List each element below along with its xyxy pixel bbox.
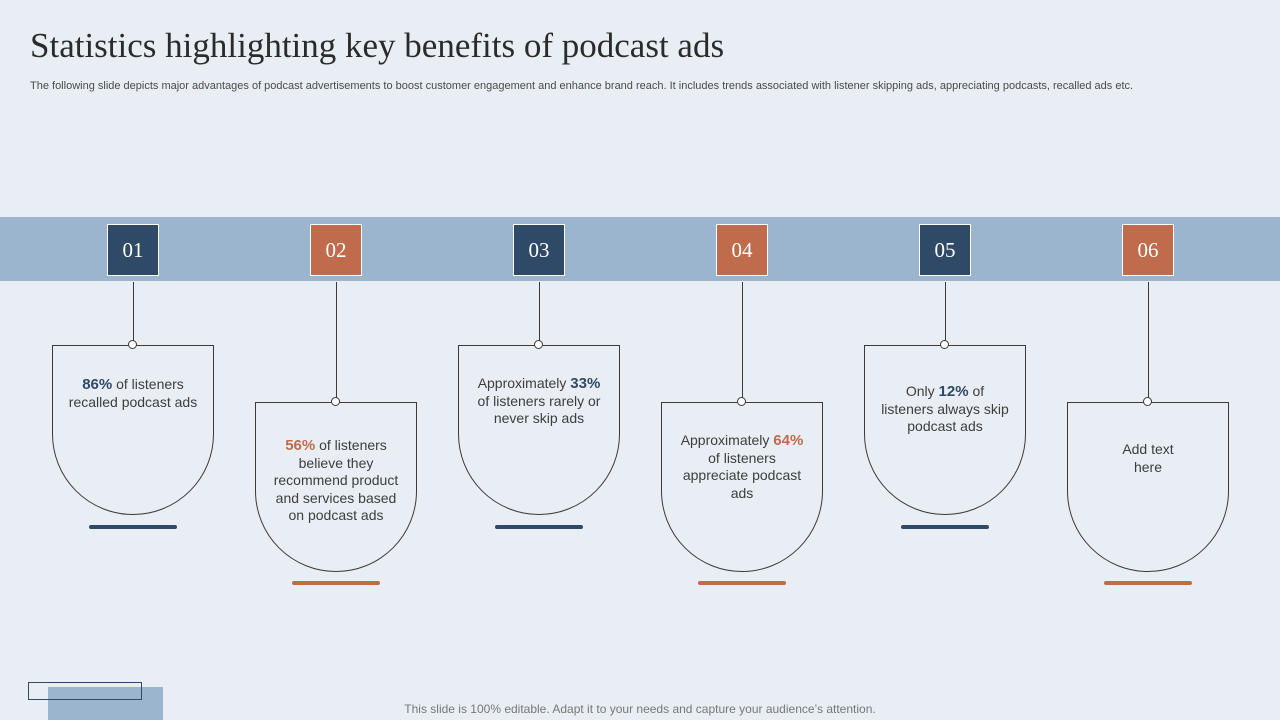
stat-highlight: 33% bbox=[570, 375, 601, 392]
connector-line bbox=[133, 282, 134, 345]
step-number-box: 04 bbox=[716, 224, 768, 276]
stat-text: 86% of listeners recalled podcast ads bbox=[67, 376, 199, 411]
step-number-box: 05 bbox=[919, 224, 971, 276]
card-underline bbox=[495, 525, 583, 529]
stat-text: Add text here bbox=[1112, 441, 1184, 476]
stat-suffix: of listeners appreciate podcast ads bbox=[682, 449, 802, 501]
connector-line bbox=[539, 282, 540, 345]
connector-line bbox=[336, 282, 337, 402]
footer-note: This slide is 100% editable. Adapt it to… bbox=[404, 702, 876, 716]
stat-suffix: of listeners always skip podcast ads bbox=[881, 383, 1009, 434]
stat-suffix: of listeners recalled podcast ads bbox=[68, 376, 198, 410]
stat-card: Approximately 33% of listeners rarely or… bbox=[458, 345, 620, 515]
card-underline bbox=[292, 581, 380, 585]
stat-card: Only 12% of listeners always skip podcas… bbox=[864, 345, 1026, 515]
connector-line bbox=[1148, 282, 1149, 402]
stat-highlight: 56% bbox=[285, 437, 316, 454]
stat-highlight: 86% bbox=[82, 376, 113, 393]
step-number-box: 02 bbox=[310, 224, 362, 276]
step-number-box: 06 bbox=[1122, 224, 1174, 276]
card-underline bbox=[89, 525, 177, 529]
stat-card: Approximately 64% of listeners appreciat… bbox=[661, 402, 823, 572]
card-underline bbox=[1104, 581, 1192, 585]
connector-line bbox=[742, 282, 743, 402]
connector-dot bbox=[737, 397, 746, 406]
stat-suffix: of listeners rarely or never skip ads bbox=[477, 392, 601, 427]
step-band bbox=[0, 217, 1280, 281]
page-subtitle: The following slide depicts major advant… bbox=[30, 80, 1134, 92]
connector-dot bbox=[128, 340, 137, 349]
stat-text: Approximately 64% of listeners appreciat… bbox=[676, 432, 808, 502]
stat-card: 86% of listeners recalled podcast ads bbox=[52, 345, 214, 515]
stat-text: 56% of listeners believe they recommend … bbox=[270, 437, 402, 525]
connector-dot bbox=[940, 340, 949, 349]
stat-text: Approximately 33% of listeners rarely or… bbox=[473, 375, 605, 428]
page-title: Statistics highlighting key benefits of … bbox=[30, 26, 725, 65]
corner-decoration-fill bbox=[48, 687, 163, 720]
stat-prefix: Approximately bbox=[477, 375, 571, 391]
stat-card: 56% of listeners believe they recommend … bbox=[255, 402, 417, 572]
stat-prefix: Only bbox=[905, 383, 939, 399]
stat-prefix: Add text here bbox=[1122, 441, 1174, 475]
stat-text: Only 12% of listeners always skip podcas… bbox=[879, 383, 1011, 436]
card-underline bbox=[901, 525, 989, 529]
stat-highlight: 12% bbox=[938, 383, 969, 400]
connector-dot bbox=[1143, 397, 1152, 406]
stat-suffix: of listeners believe they recommend prod… bbox=[273, 437, 399, 523]
card-underline bbox=[698, 581, 786, 585]
connector-dot bbox=[331, 397, 340, 406]
connector-dot bbox=[534, 340, 543, 349]
connector-line bbox=[945, 282, 946, 345]
step-number-box: 03 bbox=[513, 224, 565, 276]
stat-prefix: Approximately bbox=[680, 432, 774, 448]
stat-card: Add text here bbox=[1067, 402, 1229, 572]
stat-highlight: 64% bbox=[773, 432, 804, 449]
corner-decoration-outline bbox=[28, 682, 142, 700]
step-number-box: 01 bbox=[107, 224, 159, 276]
